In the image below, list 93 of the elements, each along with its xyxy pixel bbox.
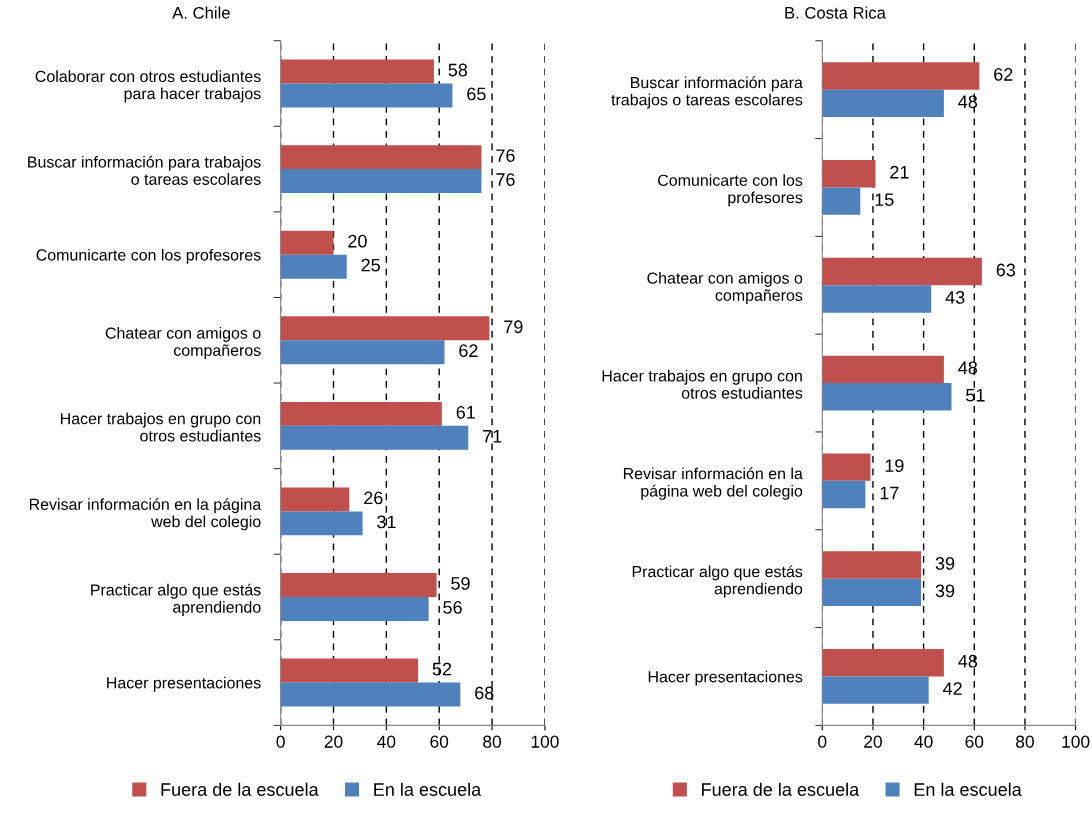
x-tick-label: 80 (1016, 735, 1034, 748)
data-label: 65 (467, 87, 486, 101)
bar (822, 649, 944, 677)
y-tick-label: Hacer presentaciones (648, 670, 803, 686)
x-tick-label: 0 (818, 735, 827, 748)
data-label: 76 (496, 149, 515, 162)
x-tick-label: 0 (276, 735, 285, 748)
data-label: 39 (935, 584, 955, 598)
y-tick-label: Chatear con amigos o compañeros (105, 327, 261, 360)
data-label: 39 (935, 557, 955, 570)
bar (822, 285, 932, 313)
bar (822, 187, 861, 215)
y-tick-label: Revisar información en la página web del colegio (623, 467, 803, 500)
y-tick-label: Practicar algo que estás aprendiendo (91, 583, 261, 616)
bar (280, 145, 482, 170)
x-tick-label: 100 (531, 735, 559, 748)
data-label: 17 (880, 486, 899, 500)
bar (280, 59, 434, 84)
data-label: 48 (958, 654, 978, 668)
y-tick-label: Hacer trabajos en grupo con otros estudiantes (602, 369, 803, 399)
x-tick-label: 20 (324, 735, 343, 748)
data-label: 63 (996, 263, 1016, 277)
data-label: 43 (945, 291, 965, 304)
y-tick-label: Comunicarte con los profesores (658, 174, 803, 207)
data-label: 62 (459, 344, 478, 358)
data-label: 26 (364, 491, 383, 505)
data-label: 25 (361, 258, 380, 272)
legend-label: En la escuela (914, 782, 1022, 796)
data-label: 20 (348, 234, 367, 248)
y-tick-label: Hacer trabajos en grupo con otros estudiantes (60, 412, 261, 442)
y-tick-label: Buscar información para trabajos o tareas escolares (28, 155, 261, 185)
x-tick-label: 80 (483, 735, 502, 748)
x-tick-label: 40 (377, 735, 396, 748)
bar (822, 578, 922, 607)
data-label: 68 (475, 686, 494, 700)
data-label: 48 (958, 361, 978, 375)
y-tick-label: Buscar información para trabajos o tareas escolares (611, 76, 803, 109)
y-tick-label: Comunicarte con los profesores (36, 248, 261, 264)
data-label: 21 (890, 165, 909, 179)
bar (822, 676, 929, 704)
data-label: 61 (456, 405, 475, 419)
bar (822, 480, 866, 509)
y-tick-label: Hacer presentaciones (107, 676, 261, 692)
bar (280, 169, 482, 194)
bar (280, 401, 442, 426)
bar (822, 383, 952, 411)
y-tick-label: Colaborar con otros estudiantes para hacer trabajos (35, 70, 261, 103)
bar (280, 340, 445, 365)
chart-title: B. Costa Rica (785, 6, 886, 19)
bar (280, 425, 469, 450)
bar (280, 596, 429, 621)
data-label: 42 (942, 682, 962, 695)
bar (280, 682, 461, 707)
bar (822, 160, 876, 188)
bar (822, 62, 980, 90)
data-label: 15 (875, 193, 894, 206)
bar (822, 257, 982, 286)
data-label: 62 (994, 68, 1013, 81)
x-tick-label: 60 (430, 735, 449, 748)
bar (280, 511, 363, 536)
bar (280, 83, 453, 108)
data-label: 79 (504, 320, 523, 334)
data-label: 56 (443, 601, 462, 614)
bar (280, 230, 334, 255)
bar (280, 573, 437, 597)
x-tick-label: 60 (965, 735, 984, 748)
data-label: 76 (496, 173, 515, 186)
legend-label: En la escuela (374, 782, 482, 796)
bar (280, 254, 347, 279)
data-label: 31 (377, 515, 396, 529)
data-label: 71 (483, 430, 502, 443)
data-label: 58 (448, 63, 468, 77)
bar (822, 551, 922, 579)
bar (822, 89, 944, 118)
x-tick-label: 40 (914, 735, 933, 748)
x-tick-label: 100 (1062, 735, 1090, 748)
data-label: 48 (958, 95, 978, 109)
y-tick-label: Practicar algo que estás aprendiendo (632, 565, 803, 598)
chart-title: A. Chile (172, 6, 230, 19)
data-label: 52 (432, 662, 452, 676)
bar (280, 487, 350, 512)
x-tick-label: 20 (864, 735, 882, 748)
bar (280, 316, 490, 341)
data-label: 19 (885, 459, 904, 472)
y-tick-label: Chatear con amigos o compañeros (647, 272, 803, 305)
y-tick-label: Revisar información en la página web del colegio (29, 498, 262, 531)
data-label: 59 (451, 577, 470, 590)
bar (822, 355, 944, 384)
legend-label: Fuera de la escuela (161, 782, 319, 796)
legend-label: Fuera de la escuela (702, 782, 860, 796)
bar (822, 453, 871, 481)
bar (280, 658, 419, 683)
data-label: 51 (966, 388, 985, 402)
